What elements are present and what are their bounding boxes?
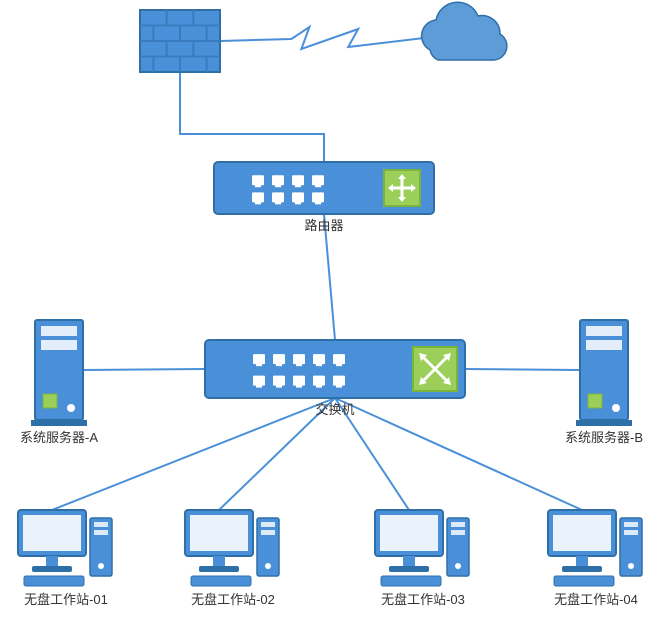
firewall-icon: [140, 10, 220, 72]
workstation-04-icon: [548, 510, 642, 586]
workstation-03-label: 无盘工作站-03: [381, 592, 465, 607]
server-a-label: 系统服务器-A: [20, 430, 98, 445]
router-icon: [214, 162, 434, 214]
switch-icon: [205, 340, 465, 398]
cloud-icon: [422, 2, 507, 60]
server-a-icon: [31, 320, 87, 426]
network-diagram: 路由器 交换机 系统服务器-A 系统服务器-B 无盘工作站-01 无盘工作站-0…: [0, 0, 665, 622]
workstation-02-label: 无盘工作站-02: [191, 592, 275, 607]
workstation-01-icon: [18, 510, 112, 586]
workstation-01-label: 无盘工作站-01: [24, 592, 108, 607]
workstation-02-icon: [185, 510, 279, 586]
switch-label: 交换机: [315, 402, 354, 417]
edges: [52, 27, 582, 510]
router-label: 路由器: [304, 218, 343, 233]
workstation-03-icon: [375, 510, 469, 586]
workstation-04-label: 无盘工作站-04: [554, 592, 638, 607]
server-b-icon: [576, 320, 632, 426]
server-b-label: 系统服务器-B: [565, 430, 643, 445]
